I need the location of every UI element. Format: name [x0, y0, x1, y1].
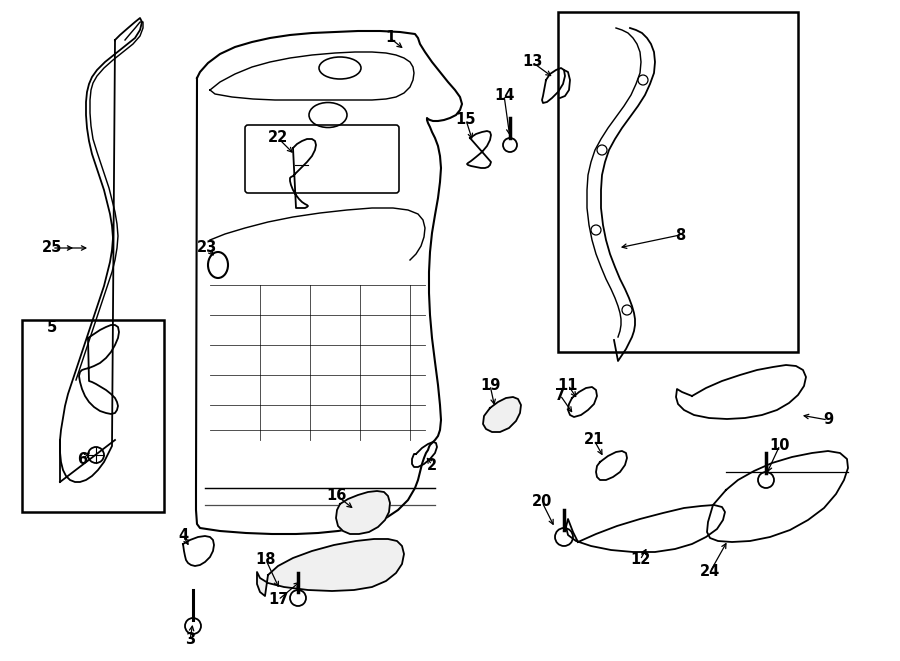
Text: 18: 18: [256, 553, 276, 568]
Text: 2: 2: [427, 457, 437, 473]
Polygon shape: [257, 539, 404, 596]
Text: 9: 9: [823, 412, 833, 428]
Text: 24: 24: [700, 564, 720, 580]
Text: 3: 3: [184, 633, 195, 648]
Text: 5: 5: [47, 321, 57, 336]
Text: 14: 14: [494, 87, 514, 102]
Polygon shape: [596, 451, 627, 480]
Text: 13: 13: [522, 54, 542, 69]
Text: 17: 17: [268, 592, 288, 607]
Text: 8: 8: [675, 227, 685, 243]
Bar: [558, 12, 798, 352]
Text: 7: 7: [555, 387, 565, 403]
Text: 4: 4: [178, 527, 188, 543]
Polygon shape: [483, 397, 521, 432]
Text: 15: 15: [455, 112, 476, 128]
Text: 16: 16: [326, 488, 346, 502]
Text: 23: 23: [197, 241, 217, 256]
Text: 22: 22: [268, 130, 288, 145]
Polygon shape: [676, 365, 806, 419]
Text: 11: 11: [558, 377, 578, 393]
Polygon shape: [707, 451, 848, 542]
Polygon shape: [183, 536, 214, 566]
Text: 12: 12: [630, 553, 650, 568]
Polygon shape: [196, 31, 462, 534]
Polygon shape: [566, 505, 725, 552]
Text: 6: 6: [76, 453, 87, 467]
Bar: [22, 320, 164, 512]
Text: 19: 19: [480, 377, 500, 393]
Text: 25: 25: [41, 241, 62, 256]
Text: 20: 20: [532, 494, 553, 510]
Polygon shape: [467, 131, 491, 168]
Polygon shape: [336, 491, 390, 534]
Text: 10: 10: [770, 438, 790, 453]
Text: 1: 1: [385, 30, 395, 46]
Text: 21: 21: [584, 432, 604, 447]
